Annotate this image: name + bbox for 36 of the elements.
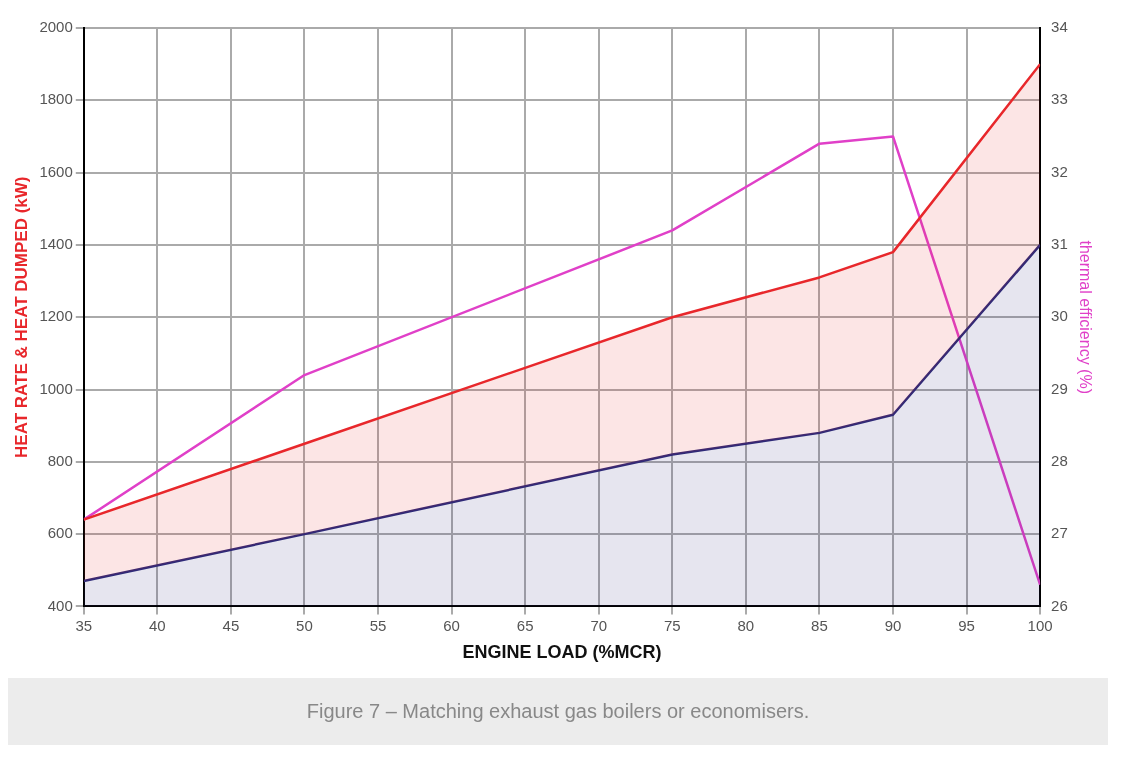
x-tick-label: 50 xyxy=(296,616,313,634)
x-tick-label: 100 xyxy=(1027,616,1053,634)
y-tick-label: 600 xyxy=(47,524,73,542)
y-tick-label: 2000 xyxy=(39,18,73,36)
x-tick-label: 60 xyxy=(443,616,460,634)
x-tick-label: 80 xyxy=(737,616,755,634)
y-tick-label: 800 xyxy=(47,451,73,469)
y-tick-label: 1000 xyxy=(39,379,73,397)
y2-axis-title: thermal efficiency (%) xyxy=(1076,240,1094,394)
y2-tick-label: 33 xyxy=(1051,90,1068,108)
x-tick-label: 95 xyxy=(958,616,975,634)
y-tick-label: 1800 xyxy=(39,90,73,108)
caption: Figure 7 – Matching exhaust gas boilers or economisers. xyxy=(8,678,1108,745)
y-axis-title: HEAT RATE & HEAT DUMPED (kW) xyxy=(11,176,31,458)
x-tick-label: 75 xyxy=(663,616,681,634)
y2-tick-label: 26 xyxy=(1051,596,1068,614)
x-tick-label: 65 xyxy=(516,616,534,634)
y2-tick-label: 34 xyxy=(1051,18,1068,36)
y-tick-label: 1600 xyxy=(39,162,73,180)
y2-tick-label: 29 xyxy=(1051,379,1068,397)
y2-tick-label: 27 xyxy=(1051,524,1068,542)
x-tick-label: 85 xyxy=(811,616,828,634)
x-tick-label: 35 xyxy=(75,616,93,634)
x-tick-label: 90 xyxy=(884,616,902,634)
x-tick-label: 45 xyxy=(222,616,240,634)
y2-tick-label: 31 xyxy=(1051,235,1068,253)
y-tick-label: 1200 xyxy=(39,307,73,325)
x-axis-title: ENGINE LOAD (%MCR) xyxy=(462,642,662,663)
y-tick-label: 400 xyxy=(47,596,73,614)
x-tick-label: 40 xyxy=(148,616,166,634)
y2-tick-label: 32 xyxy=(1051,162,1068,180)
y2-tick-label: 30 xyxy=(1051,307,1068,325)
x-tick-label: 70 xyxy=(590,616,608,634)
x-tick-label: 55 xyxy=(369,616,387,634)
y2-tick-label: 28 xyxy=(1051,451,1068,469)
y-tick-label: 1400 xyxy=(39,235,73,253)
